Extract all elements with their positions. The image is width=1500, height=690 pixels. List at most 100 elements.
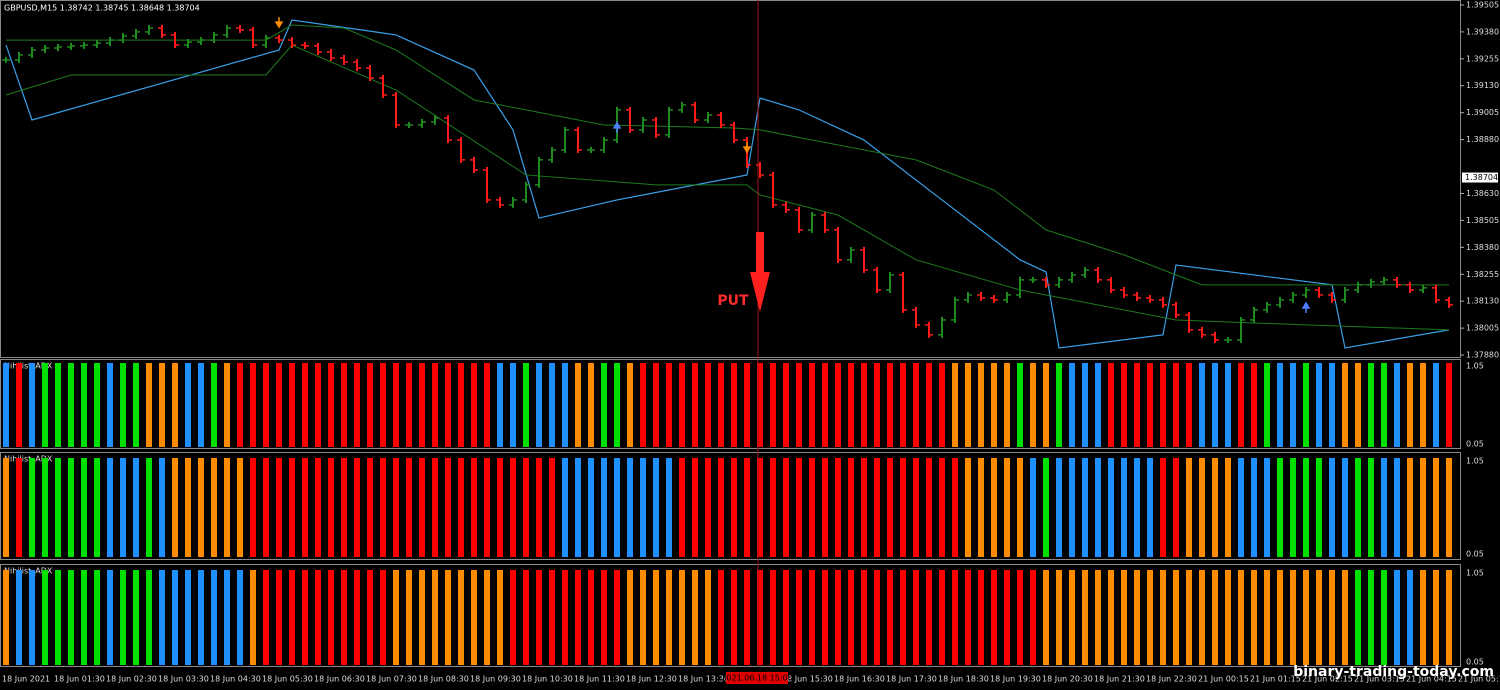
- indicator-bar: [1108, 570, 1114, 665]
- candle-body: [31, 46, 33, 58]
- indicator-bar: [1004, 363, 1010, 447]
- indicator-bar: [1446, 570, 1452, 665]
- indicator-bar: [1251, 570, 1257, 665]
- panel-min: 0.05: [1466, 550, 1484, 559]
- indicator-bar: [1095, 363, 1101, 447]
- indicator-bar: [458, 458, 464, 557]
- candle-body: [239, 25, 241, 33]
- candle-body: [629, 106, 631, 133]
- indicator-bar: [172, 363, 178, 447]
- indicator-bar: [484, 570, 490, 665]
- crosshair-time-box: [726, 672, 788, 684]
- indicator-bar: [276, 458, 282, 557]
- indicator-bar: [718, 458, 724, 557]
- indicator-bar: [3, 458, 9, 557]
- candle-body: [135, 28, 137, 39]
- indicator-bar: [29, 458, 35, 557]
- indicator-bar: [588, 458, 594, 557]
- indicator-bar: [653, 363, 659, 447]
- indicator-bar: [874, 458, 880, 557]
- indicator-bar: [874, 570, 880, 665]
- indicator-bar: [692, 570, 698, 665]
- x-tick-label: 18 Jun 19:30: [990, 675, 1041, 684]
- indicator-bar: [1407, 363, 1413, 447]
- indicator-bar: [16, 570, 22, 665]
- indicator-bar: [1030, 570, 1036, 665]
- x-tick-label: 21 Jun 03:15: [1354, 675, 1405, 684]
- candle-body: [993, 294, 995, 303]
- candle-body: [447, 115, 449, 144]
- candle-body: [1006, 291, 1008, 303]
- indicator-bar: [757, 458, 763, 557]
- indicator-bar: [120, 570, 126, 665]
- indicator-bar: [1446, 363, 1452, 447]
- x-tick-label: 18 Jun 17:30: [886, 675, 937, 684]
- indicator-bar: [159, 570, 165, 665]
- candle-body: [44, 45, 46, 53]
- indicator-bar: [1069, 458, 1075, 557]
- indicator-bar: [861, 363, 867, 447]
- indicator-bar: [484, 363, 490, 447]
- indicator-bar: [289, 458, 295, 557]
- indicator-bar: [1134, 458, 1140, 557]
- candle-body: [421, 118, 423, 128]
- panel-max: 1.05: [1466, 457, 1484, 466]
- indicator-bar: [1433, 570, 1439, 665]
- indicator-bar: [263, 363, 269, 447]
- indicator-bar: [887, 458, 893, 557]
- indicator-bar: [770, 458, 776, 557]
- indicator-bar: [770, 570, 776, 665]
- indicator-bar: [1225, 363, 1231, 447]
- candle-body: [655, 117, 657, 138]
- indicator-bar: [94, 458, 100, 557]
- indicator-bar: [1186, 570, 1192, 665]
- indicator-bar: [55, 458, 61, 557]
- indicator-bar: [263, 570, 269, 665]
- indicator-bar: [393, 363, 399, 447]
- candle-body: [876, 266, 878, 293]
- indicator-bar: [315, 363, 321, 447]
- indicator-bar: [952, 458, 958, 557]
- indicator-bar: [1108, 363, 1114, 447]
- candle-body: [759, 162, 761, 178]
- candle-body: [850, 246, 852, 263]
- indicator-bar: [1316, 570, 1322, 665]
- indicator-bar: [146, 458, 152, 557]
- candle-body: [863, 246, 865, 273]
- indicator-bar: [367, 363, 373, 447]
- indicator-bar: [1212, 458, 1218, 557]
- indicator-bar: [1238, 570, 1244, 665]
- indicator-bar: [1004, 458, 1010, 557]
- x-tick-label: 18 Jun 13:30: [678, 675, 729, 684]
- indicator-bar: [1160, 363, 1166, 447]
- indicator-bar: [991, 363, 997, 447]
- candle-body: [1240, 316, 1242, 343]
- indicator-bar: [1043, 363, 1049, 447]
- indicator-bar: [445, 363, 451, 447]
- indicator-bar: [913, 570, 919, 665]
- x-tick-label: 18 Jun 04:30: [210, 675, 261, 684]
- indicator-bar: [679, 570, 685, 665]
- indicator-bar: [341, 458, 347, 557]
- candle-body: [1071, 271, 1073, 283]
- indicator-bar: [354, 458, 360, 557]
- indicator-bar: [939, 458, 945, 557]
- indicator-bar: [1420, 570, 1426, 665]
- last-price: 1.38704: [1465, 173, 1498, 182]
- indicator-bar: [809, 570, 815, 665]
- indicator-bar: [1316, 458, 1322, 557]
- indicator-bar: [406, 458, 412, 557]
- signal-arrow: [742, 142, 752, 154]
- candle-body: [980, 291, 982, 301]
- indicator-bar: [1368, 570, 1374, 665]
- indicator-bar: [653, 458, 659, 557]
- indicator-bar: [848, 363, 854, 447]
- panel-min: 0.05: [1466, 440, 1484, 449]
- x-tick-label: 21 Jun 00:15: [1198, 675, 1249, 684]
- indicator-bar: [198, 363, 204, 447]
- indicator-bar: [107, 458, 113, 557]
- indicator-bar: [536, 458, 542, 557]
- chart-title: GBPUSD,M15 1.38742 1.38745 1.38648 1.387…: [4, 4, 200, 13]
- indicator-bar: [523, 363, 529, 447]
